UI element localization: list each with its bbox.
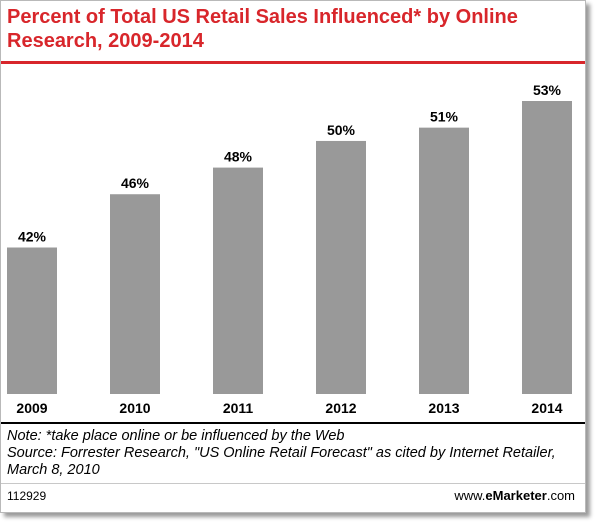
x-tick-label-2012: 2012 bbox=[325, 400, 356, 416]
x-tick-label-2009: 2009 bbox=[16, 400, 47, 416]
x-axis-line bbox=[1, 422, 585, 424]
footer-divider bbox=[1, 483, 585, 484]
data-label-2012: 50% bbox=[327, 122, 356, 138]
bar-2010 bbox=[110, 194, 160, 394]
x-tick-label-2010: 2010 bbox=[119, 400, 150, 416]
data-label-2009: 42% bbox=[18, 229, 47, 245]
brand-name: eMarketer bbox=[485, 488, 547, 503]
data-label-2010: 46% bbox=[121, 175, 150, 191]
brand-suffix: .com bbox=[546, 488, 575, 503]
bar-2013 bbox=[419, 127, 469, 395]
x-tick-label-2014: 2014 bbox=[531, 400, 562, 416]
x-tick-label-2011: 2011 bbox=[223, 400, 254, 416]
chart-card: Percent of Total US Retail Sales Influen… bbox=[0, 0, 586, 513]
bar-2012 bbox=[316, 140, 366, 394]
data-label-2013: 51% bbox=[430, 109, 459, 125]
bar-2011 bbox=[213, 167, 263, 394]
title-divider bbox=[1, 61, 585, 64]
source-note: Source: Forrester Research, "US Online R… bbox=[7, 445, 556, 478]
bar-2009 bbox=[7, 247, 57, 394]
chart-id: 112929 bbox=[7, 489, 47, 503]
brand-prefix: www. bbox=[454, 488, 486, 503]
chart-title: Percent of Total US Retail Sales Influen… bbox=[7, 6, 518, 52]
footnote: Note: *take place online or be influence… bbox=[7, 428, 345, 444]
brand-logo: www.eMarketer.com bbox=[454, 488, 575, 503]
chart-notes: Note: *take place online or be influence… bbox=[7, 428, 581, 479]
bar-2014 bbox=[522, 101, 572, 394]
data-label-2011: 48% bbox=[224, 149, 253, 165]
x-tick-label-2013: 2013 bbox=[428, 400, 459, 416]
data-label-2014: 53% bbox=[533, 82, 562, 98]
bar-chart: 42% 2009 46% 2010 48% 2011 50% 2012 51% 2013 53% 20… bbox=[7, 82, 572, 416]
